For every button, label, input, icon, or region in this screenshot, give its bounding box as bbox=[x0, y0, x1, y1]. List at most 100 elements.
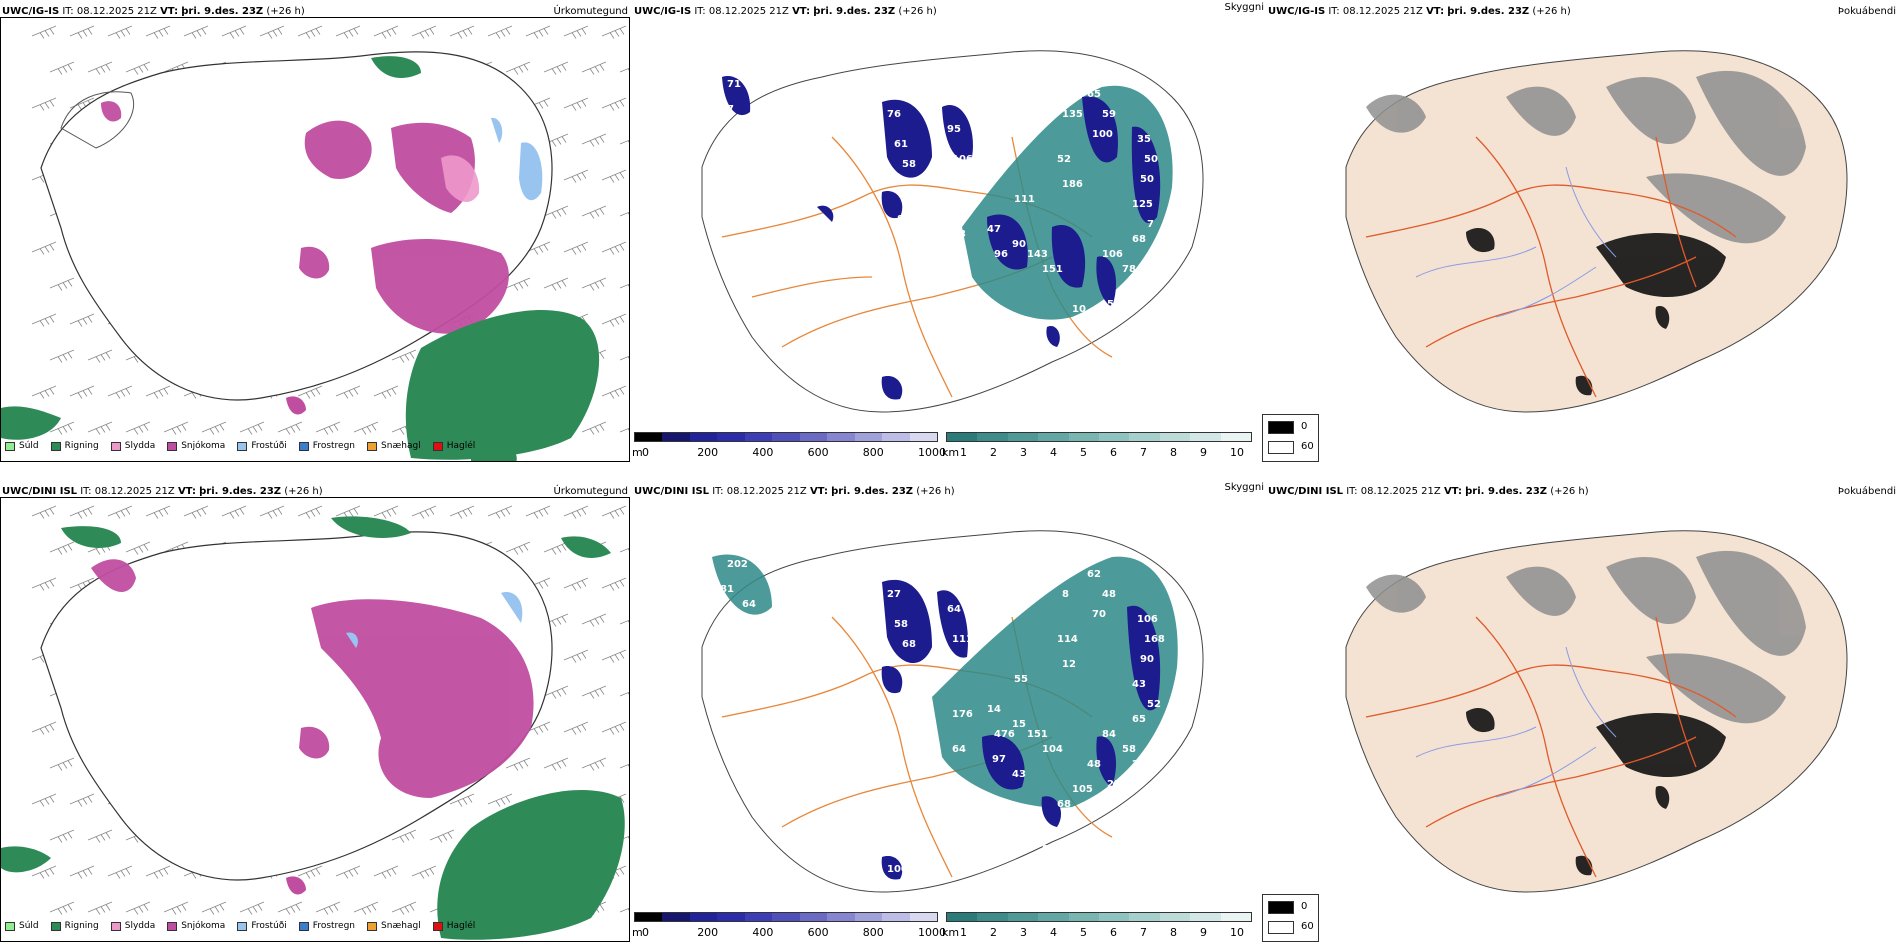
elevation-colorbar-swatches bbox=[634, 912, 938, 922]
colorbar-swatch-0 bbox=[947, 433, 978, 441]
wind-barb bbox=[335, 385, 361, 399]
legend-label: Rigning bbox=[64, 921, 99, 931]
visibility-value-label: 106 bbox=[952, 154, 973, 165]
wind-barb bbox=[31, 721, 57, 735]
legend-swatch bbox=[367, 921, 378, 931]
tick-label: 200 bbox=[697, 446, 719, 459]
tick-label: 4 bbox=[1050, 446, 1057, 459]
wind-barb bbox=[125, 61, 151, 75]
visibility-colorbar: km 1 2 3 4 5 6 7 8 9 10 bbox=[942, 432, 1262, 460]
tick-label: 10 bbox=[1230, 446, 1244, 459]
colorbar-swatch-7 bbox=[1159, 913, 1191, 921]
colorbar-swatch-8 bbox=[1190, 433, 1221, 441]
wind-barb bbox=[87, 829, 113, 843]
wind-barb bbox=[525, 25, 551, 39]
colorbar-swatch-10 bbox=[909, 913, 937, 921]
wind-barb bbox=[125, 421, 151, 435]
wind-barb bbox=[125, 541, 151, 555]
wind-barb bbox=[581, 205, 607, 219]
legend-swatch bbox=[298, 441, 309, 451]
fog-map bbox=[1345, 530, 1848, 893]
colorbar-swatch-6 bbox=[799, 433, 828, 441]
precip-map-frame: Súld Rigning Slydda Snjókoma Frostúði Frostre… bbox=[0, 497, 630, 942]
legend-swatch bbox=[432, 441, 443, 451]
wind-barb bbox=[487, 25, 513, 39]
colorbar-swatch-2 bbox=[1007, 433, 1039, 441]
wind-barb bbox=[563, 169, 589, 183]
colorbar-swatch-7 bbox=[827, 433, 855, 441]
visibility-value-label: 64 bbox=[947, 604, 961, 615]
fog-legend-swatch-0 bbox=[1268, 901, 1294, 914]
colorbar-swatch-0 bbox=[947, 913, 978, 921]
precip-map-frame: Súld Rigning Slydda Snjókoma Frostúði Frostre… bbox=[0, 17, 630, 462]
wind-barb bbox=[31, 25, 57, 39]
legend-item-7: Haglél bbox=[432, 921, 476, 931]
visibility-panel: UWC/IG-IS IT: 08.12.2025 21Z VT: þri. 9.… bbox=[632, 2, 1268, 472]
wind-barb bbox=[373, 25, 399, 39]
visibility-value-label: 265 bbox=[1132, 759, 1153, 770]
legend-label: Haglél bbox=[446, 921, 476, 931]
visibility-value-label: 90 bbox=[1140, 654, 1154, 665]
tick-label: 1000 bbox=[918, 446, 946, 459]
legend-label: Haglél bbox=[446, 441, 476, 451]
colorbar-swatch-9 bbox=[882, 433, 910, 441]
panel-title: Þokuábendi bbox=[1837, 486, 1896, 497]
wind-barb bbox=[239, 421, 265, 435]
wind-barb bbox=[411, 865, 437, 879]
wind-barb bbox=[49, 277, 75, 291]
colorbar-swatch-2 bbox=[689, 433, 718, 441]
wind-barb bbox=[107, 505, 133, 519]
wind-barb bbox=[69, 505, 95, 519]
visibility-value-label: 48 bbox=[1102, 589, 1116, 600]
visibility-value-label: 64 bbox=[952, 744, 966, 755]
wind-barb bbox=[525, 505, 551, 519]
tick-label: 400 bbox=[752, 926, 774, 939]
visibility-value-label: 100 bbox=[1092, 129, 1113, 140]
visibility-value-label: 100 bbox=[887, 864, 908, 875]
wind-barb bbox=[163, 61, 189, 75]
wind-barb bbox=[49, 829, 75, 843]
colorbar-swatch-1 bbox=[662, 913, 690, 921]
legend-item-1: Rigning bbox=[50, 441, 99, 451]
wind-barb bbox=[201, 421, 227, 435]
wind-barb bbox=[145, 385, 171, 399]
wind-barb bbox=[125, 901, 151, 915]
legend-item-3: Snjókoma bbox=[167, 921, 225, 931]
wind-barb bbox=[525, 97, 551, 111]
wind-barb bbox=[619, 547, 629, 553]
wind-barb bbox=[87, 61, 113, 75]
wind-barb bbox=[31, 793, 57, 807]
colorbar-swatch-4 bbox=[1068, 913, 1100, 921]
precip-map bbox=[1, 505, 629, 940]
colorbar-swatch-7 bbox=[827, 913, 855, 921]
wind-barb bbox=[619, 211, 629, 217]
wind-barb bbox=[183, 505, 209, 519]
tick-label: 3 bbox=[1020, 446, 1027, 459]
wind-barb bbox=[391, 901, 417, 915]
legend-swatch bbox=[110, 921, 121, 931]
wind-barb bbox=[543, 541, 569, 555]
legend-item-2: Slydda bbox=[110, 921, 155, 931]
legend-swatch bbox=[167, 441, 178, 451]
tick-label: 8 bbox=[1170, 926, 1177, 939]
colorbar-swatch-7 bbox=[1159, 433, 1191, 441]
colorbar-swatch-0 bbox=[635, 913, 663, 921]
colorbar-swatch-1 bbox=[977, 433, 1008, 441]
legend-swatch bbox=[5, 921, 15, 931]
tick-label: 9 bbox=[1200, 926, 1207, 939]
wind-barb bbox=[221, 25, 247, 39]
visibility-value-label: 50 bbox=[1140, 174, 1154, 185]
wind-barb bbox=[601, 241, 627, 255]
precip-legend: Súld Rigning Slydda Snjókoma Frostúði Frostre… bbox=[5, 441, 475, 451]
wind-barb bbox=[619, 67, 629, 73]
legend-label: Rigning bbox=[64, 441, 99, 451]
tick-label: 200 bbox=[697, 926, 719, 939]
precip-type-panel: UWC/IG-IS IT: 08.12.2025 21Z VT: þri. 9.… bbox=[0, 2, 632, 472]
legend-label: Snæhagl bbox=[381, 441, 421, 451]
tick-label: 3 bbox=[1020, 926, 1027, 939]
fog-legend-swatch-1 bbox=[1268, 921, 1294, 934]
wind-barb bbox=[69, 865, 95, 879]
wind-barb bbox=[183, 25, 209, 39]
fog-legend-label-0: 0 bbox=[1301, 901, 1308, 912]
wind-barb bbox=[487, 505, 513, 519]
